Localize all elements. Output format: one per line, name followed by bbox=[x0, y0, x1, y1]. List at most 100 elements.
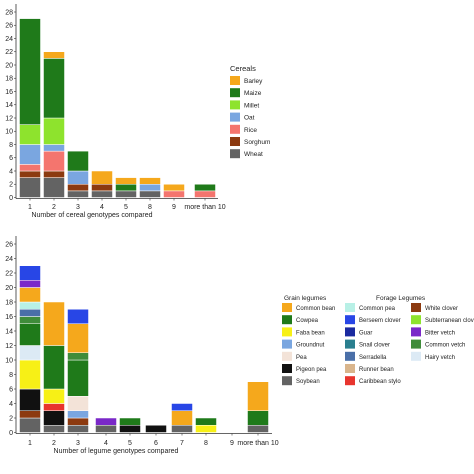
legend-swatch bbox=[230, 100, 240, 110]
legend-legumes: Grain legumes Common bean Cowpea Faba bean G… bbox=[282, 295, 474, 386]
legend-swatch bbox=[411, 327, 421, 337]
bar-segment-common-bean bbox=[171, 410, 193, 426]
legend-item-label: Groundnut bbox=[296, 343, 325, 349]
legend-title: Cereals bbox=[230, 64, 256, 73]
x-tick-label: 8 bbox=[148, 204, 152, 211]
y-tick-label: 10 bbox=[5, 357, 13, 364]
bar-segment-cowpea bbox=[247, 410, 269, 426]
bar-segment-maize bbox=[194, 184, 216, 192]
legend-swatch bbox=[411, 303, 421, 312]
x-tick-label: 4 bbox=[104, 440, 108, 447]
bar-segment-barley bbox=[163, 184, 185, 192]
y-tick-label: 14 bbox=[5, 102, 13, 109]
bar-segment-cowpea bbox=[119, 417, 141, 426]
bar-segment-rice bbox=[163, 190, 185, 198]
x-tick-label: 1 bbox=[28, 440, 32, 447]
bar-segment-barley bbox=[91, 170, 113, 185]
bar-segment-common-bean bbox=[19, 287, 41, 303]
legend-item-label: Runner bean bbox=[359, 367, 394, 373]
legend-item-label: Wheat bbox=[244, 151, 263, 158]
y-tick-label: 16 bbox=[5, 89, 13, 96]
bar-segment-common-vetch bbox=[19, 316, 41, 324]
legend-swatch bbox=[230, 88, 240, 98]
legend-item-label: Maize bbox=[244, 90, 262, 97]
legend-item-label: Millet bbox=[244, 102, 259, 109]
x-tick-label: 9 bbox=[172, 204, 176, 211]
legend-item-label: White clover bbox=[425, 306, 458, 312]
y-tick-label: 6 bbox=[9, 386, 13, 393]
x-tick-label: 2 bbox=[52, 204, 56, 211]
bar-segment-white-clover bbox=[67, 417, 89, 426]
bar-segment-common-bean bbox=[247, 381, 269, 411]
legend-swatch bbox=[345, 364, 355, 373]
y-tick-label: 4 bbox=[9, 168, 13, 175]
legend-swatch bbox=[345, 351, 355, 361]
x-tick-label: 3 bbox=[76, 204, 80, 211]
bar-segment-oat bbox=[139, 184, 161, 192]
y-tick-label: 20 bbox=[5, 285, 13, 292]
bar-segment-maize bbox=[43, 58, 65, 119]
x-tick-label: more than 10 bbox=[237, 440, 278, 447]
bar-segment-cowpea bbox=[19, 323, 41, 346]
legend-item-label: Guar bbox=[359, 330, 372, 336]
y-tick-label: 6 bbox=[9, 155, 13, 162]
legend-swatch bbox=[345, 327, 355, 337]
y-tick-label: 20 bbox=[5, 62, 13, 69]
legend-swatch bbox=[282, 364, 292, 373]
bar-segment-oat bbox=[67, 170, 89, 185]
bar-segment-barley bbox=[43, 51, 65, 59]
bar-segment-cowpea bbox=[43, 345, 65, 390]
legend-swatch bbox=[345, 315, 355, 325]
bar-segment-maize bbox=[19, 18, 41, 125]
bar-segment-serradella bbox=[19, 309, 41, 317]
y-tick-label: 12 bbox=[5, 115, 13, 122]
bar-segment-oat bbox=[19, 144, 41, 165]
bar-segment-faba-bean bbox=[43, 388, 65, 404]
bar-segment-soybean bbox=[247, 425, 269, 433]
y-tick-label: 26 bbox=[5, 23, 13, 30]
bar-segment-pigeon-pea bbox=[145, 425, 167, 433]
bar-segment-faba-bean bbox=[195, 425, 217, 433]
legend-swatch bbox=[411, 351, 421, 361]
y-tick-label: 0 bbox=[9, 195, 13, 202]
bar-segment-berseem-clover bbox=[19, 265, 41, 281]
legend-item-label: Common pea bbox=[359, 306, 396, 312]
legend-item-label: Cowpea bbox=[296, 318, 319, 324]
bar-segment-berseem-clover bbox=[171, 403, 193, 411]
legend-item-label: Common vetch bbox=[425, 343, 465, 349]
y-tick-label: 18 bbox=[5, 299, 13, 306]
bar-segment-white-clover bbox=[19, 410, 41, 419]
bar-segment-barley bbox=[115, 177, 137, 185]
y-tick-label: 0 bbox=[9, 430, 13, 437]
bar-segment-oat bbox=[43, 144, 65, 152]
bar-segment-sorghum bbox=[67, 184, 89, 192]
legend-item-label: Caribbean stylo bbox=[359, 379, 401, 385]
legend-swatch bbox=[282, 339, 292, 349]
bar-segment-soybean bbox=[171, 425, 193, 433]
x-tick-label: 9 bbox=[230, 440, 234, 447]
bar-segment-pea bbox=[67, 396, 89, 411]
legend-item-label: Soybean bbox=[296, 379, 320, 385]
bar-segment-common-pea bbox=[19, 301, 41, 310]
bar-segment-bitter-vetch bbox=[95, 417, 117, 426]
bar-segment-common-bean bbox=[43, 301, 65, 346]
y-tick-label: 16 bbox=[5, 314, 13, 321]
y-tick-label: 12 bbox=[5, 343, 13, 350]
bar-segment-rice bbox=[43, 150, 65, 172]
bar-segment-groundnut bbox=[67, 410, 89, 419]
bar-segment-hairy-vetch bbox=[19, 345, 41, 361]
legend-swatch bbox=[411, 315, 421, 325]
bar-segment-pigeon-pea bbox=[119, 425, 141, 433]
legend-swatch bbox=[230, 149, 240, 159]
bar-segment-common-bean bbox=[67, 323, 89, 353]
bar-segment-rice bbox=[194, 190, 216, 198]
y-tick-label: 22 bbox=[5, 49, 13, 56]
legend-item-label: Subterranean clover bbox=[425, 318, 474, 324]
bar-segment-wheat bbox=[67, 190, 89, 198]
y-tick-label: 8 bbox=[9, 372, 13, 379]
bar-segment-millet bbox=[19, 124, 41, 145]
bar-segment-wheat bbox=[91, 190, 113, 198]
